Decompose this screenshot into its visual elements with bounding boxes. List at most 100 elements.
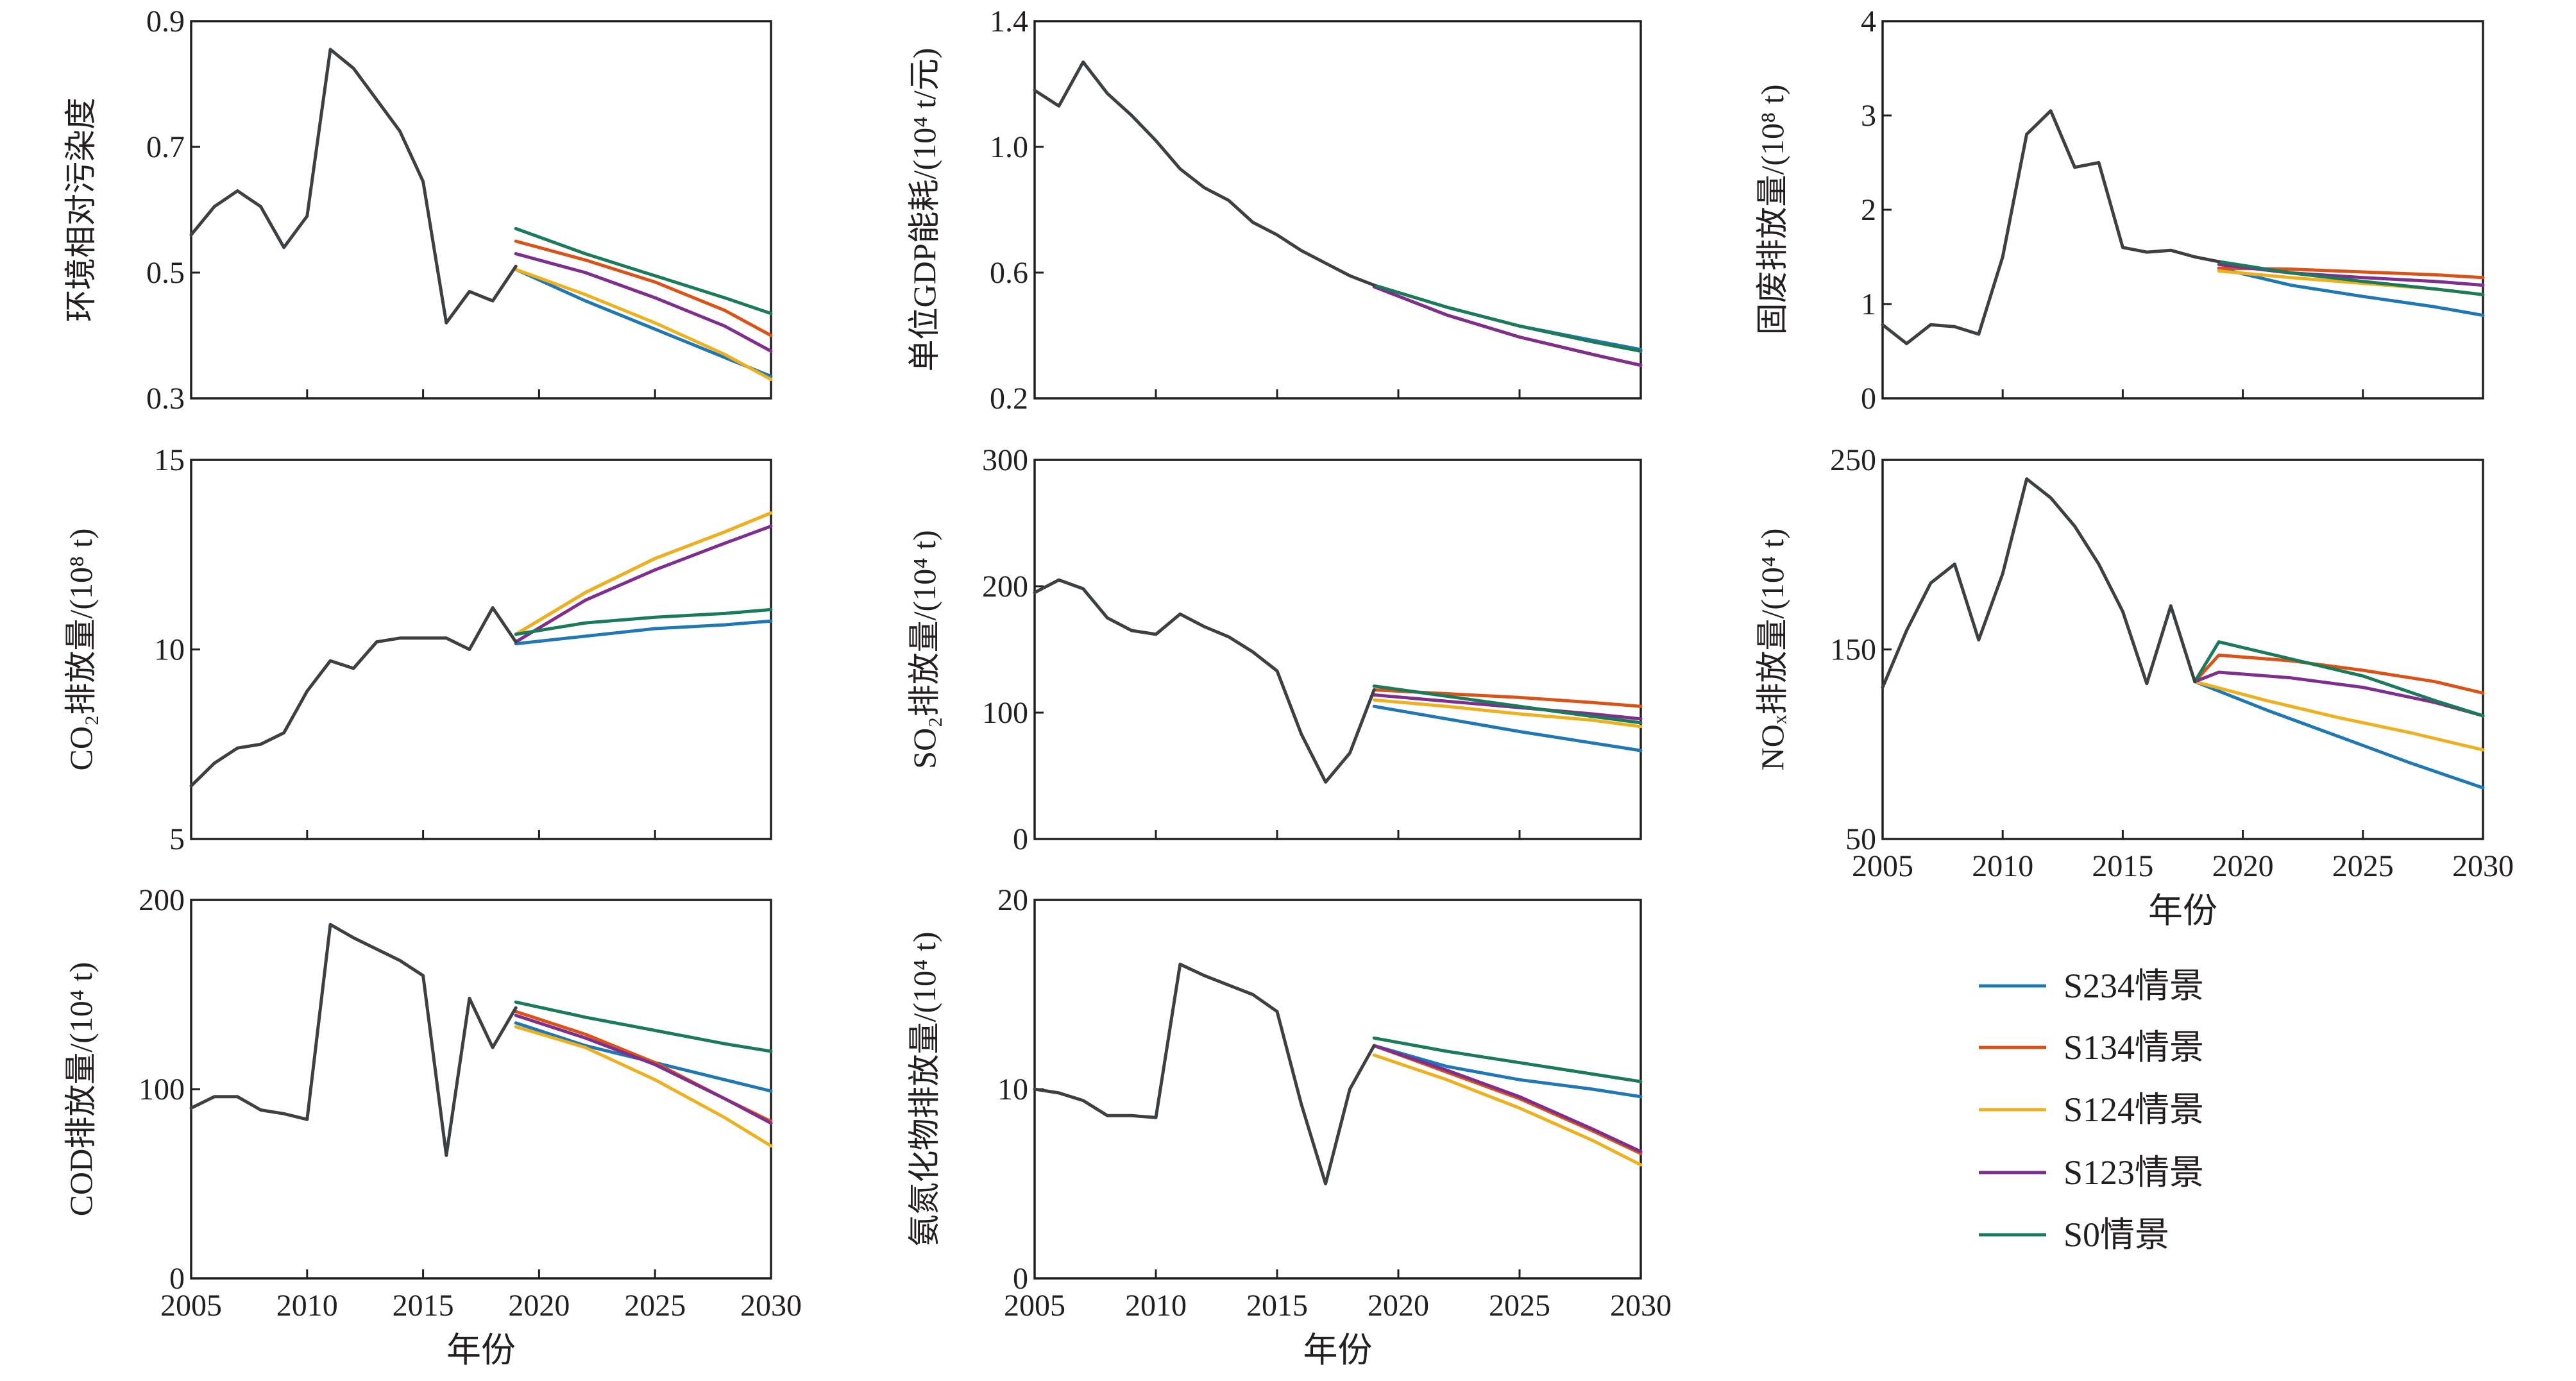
- plot-frame: [1881, 20, 2484, 400]
- series-line-s234: [2217, 266, 2485, 318]
- y-tick-label: 15: [154, 443, 185, 477]
- y-axis-label: 固废排放量/(10⁸ t): [1754, 84, 1790, 335]
- y-tick-label: 0.7: [146, 130, 185, 164]
- y-tick-label: 10: [997, 1072, 1028, 1106]
- legend-item-s0: S0情景: [1979, 1216, 2169, 1254]
- legend-item-s134: S134情景: [1979, 1028, 2204, 1067]
- legend: S234情景 S134情景 S124情景 S123情景 S0情景: [1979, 967, 2204, 1254]
- chart-panel-5: 0 100 200 300 SO₂排放量/(10⁴ t): [906, 443, 1643, 856]
- y-axis-label: COD排放量/(10⁴ t): [63, 962, 99, 1217]
- series-line-history: [1033, 962, 1376, 1185]
- legend-label-s234: S234情景: [2063, 967, 2204, 1005]
- series-line-s124: [1372, 698, 1643, 729]
- y-tick-label: 200: [982, 570, 1028, 604]
- y-axis-label: 氨氮化物排放量/(10⁴ t): [906, 931, 942, 1246]
- series-line-history: [1033, 578, 1376, 784]
- series-line-s0: [1372, 284, 1643, 353]
- plot-frame: [190, 20, 772, 400]
- x-tick-label: 2030: [2452, 849, 2514, 883]
- series-line-history: [189, 606, 518, 788]
- chart-panel-8: 0 10 20 2005 2010 2015 2020 2025 2030 氨氮化物排放量/(10…: [906, 883, 1672, 1369]
- series-line-s134: [514, 239, 773, 337]
- series-line-s123: [1372, 1044, 1643, 1153]
- y-tick-label: 20: [997, 883, 1028, 917]
- y-tick-label: 2: [1861, 193, 1876, 227]
- series-line-history: [189, 47, 518, 325]
- legend-label-s0: S0情景: [2063, 1216, 2169, 1254]
- plot-frame: [1033, 459, 1642, 840]
- y-tick-label: 300: [982, 443, 1028, 477]
- x-axis-label: 年份: [2148, 892, 2217, 930]
- legend-item-s123: S123情景: [1979, 1153, 2204, 1192]
- series-line-s123: [514, 524, 773, 644]
- y-tick-label: 1.4: [990, 4, 1028, 38]
- chart-panel-2: 0.2 0.6 1.0 1.4 单位GDP能耗/(10⁴ t/元): [906, 4, 1643, 416]
- x-tick-label: 2025: [624, 1289, 686, 1323]
- y-tick-label: 0: [1013, 1262, 1028, 1296]
- series-line-s123: [514, 252, 773, 353]
- plot-frame: [1881, 459, 2484, 840]
- y-tick-label: 10: [154, 633, 185, 667]
- series-line-s123: [514, 1013, 773, 1125]
- series-line-s0: [1372, 684, 1643, 725]
- y-tick-label: 0.3: [146, 382, 185, 416]
- x-tick-label: 2010: [1125, 1289, 1187, 1323]
- y-tick-label: 0.2: [990, 382, 1028, 416]
- x-tick-label: 2025: [2332, 849, 2394, 883]
- y-tick-label: 50: [1845, 822, 1876, 856]
- legend-item-s124: S124情景: [1979, 1090, 2204, 1129]
- chart-panel-3: 0 1 2 3 4 固废排放量/(10⁸ t): [1754, 4, 2485, 416]
- legend-label-s124: S124情景: [2063, 1090, 2204, 1129]
- y-tick-label: 200: [139, 883, 185, 917]
- y-tick-label: 5: [169, 822, 185, 856]
- x-tick-label: 2005: [1004, 1289, 1065, 1323]
- plot-frame: [1033, 20, 1642, 400]
- x-tick-label: 2010: [1972, 849, 2033, 883]
- x-tick-label: 2005: [160, 1289, 222, 1323]
- legend-label-s134: S134情景: [2063, 1028, 2204, 1067]
- y-axis-label: 单位GDP能耗/(10⁴ t/元): [906, 48, 942, 372]
- x-tick-label: 2020: [508, 1289, 570, 1323]
- chart-panel-1: 0.3 0.5 0.7 0.9 环境相对污染度: [63, 4, 773, 416]
- plot-frame: [1033, 899, 1642, 1280]
- y-tick-label: 3: [1861, 99, 1876, 133]
- y-tick-label: 150: [1830, 633, 1876, 667]
- y-axis-label: NOₓ排放量/(10⁴ t): [1754, 529, 1790, 771]
- x-tick-label: 2015: [1246, 1289, 1308, 1323]
- y-tick-label: 100: [982, 696, 1028, 730]
- y-tick-label: 0: [169, 1262, 185, 1296]
- x-tick-label: 2020: [2212, 849, 2274, 883]
- chart-panel-7: 0 100 200 2005 2010 2015 2020 2025 2030 COD排放量/(1…: [63, 883, 802, 1369]
- x-tick-label: 2005: [1852, 849, 1913, 883]
- series-line-s124: [2193, 680, 2485, 752]
- series-line-s234: [1372, 1044, 1643, 1099]
- series-line-s0: [514, 607, 773, 636]
- x-tick-label: 2010: [276, 1289, 338, 1323]
- y-tick-label: 0.5: [146, 256, 185, 290]
- series-line-s0: [2193, 640, 2485, 718]
- y-axis-label: SO₂排放量/(10⁴ t): [906, 530, 942, 768]
- chart-panel-6: 50 150 250 2005 2010 2015 2020 2025 2030 NOₓ排放量/(…: [1754, 443, 2514, 930]
- x-tick-label: 2030: [740, 1289, 802, 1323]
- x-tick-label: 2015: [393, 1289, 454, 1323]
- y-tick-label: 100: [139, 1072, 185, 1106]
- series-line-history: [189, 922, 518, 1157]
- series-line-s234: [1372, 704, 1643, 752]
- series-line-s123: [1372, 693, 1643, 721]
- series-line-s124: [1372, 1053, 1643, 1167]
- x-tick-label: 2015: [2092, 849, 2153, 883]
- legend-label-s123: S123情景: [2063, 1153, 2204, 1192]
- series-line-s234: [2193, 680, 2485, 790]
- series-line-s0: [514, 1000, 773, 1053]
- x-tick-label: 2020: [1368, 1289, 1429, 1323]
- y-tick-label: 0: [1013, 822, 1028, 856]
- y-tick-label: 0.6: [990, 256, 1028, 290]
- plot-frame: [190, 899, 772, 1280]
- series-line-s124: [514, 1025, 773, 1148]
- x-axis-label: 年份: [1303, 1331, 1373, 1369]
- series-line-history: [1881, 109, 2221, 346]
- chart-panel-4: 5 10 15 CO₂排放量/(10⁸ t): [63, 443, 773, 856]
- y-tick-label: 250: [1830, 443, 1876, 477]
- series-line-s0: [514, 226, 773, 316]
